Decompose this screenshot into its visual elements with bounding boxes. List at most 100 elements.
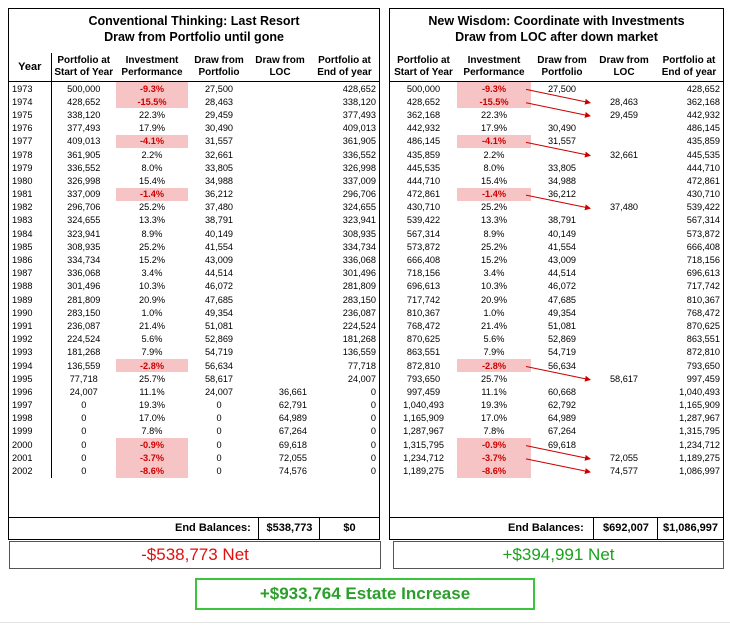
- performance-cell: -15.5%: [457, 95, 531, 109]
- portfolio-end-cell: 810,367: [686, 294, 720, 305]
- table-row: 1980 326,998 15.4% 34,988 337,009: [9, 174, 379, 188]
- portfolio-end-cell: 0: [370, 426, 376, 437]
- table-row: 1,315,795 -0.9% 69,618 1,234,712: [390, 438, 723, 452]
- table-row: 435,859 2.2% 32,661 445,535: [390, 148, 723, 161]
- portfolio-start-cell: 539,422: [406, 215, 441, 226]
- portfolio-start-cell: 472,861: [406, 189, 441, 200]
- portfolio-start-cell: 863,551: [406, 347, 441, 358]
- portfolio-start-cell: 409,013: [67, 136, 101, 147]
- table-row: 1998 0 17.0% 0 64,989 0: [9, 411, 379, 425]
- table-row: 1992 224,524 5.6% 52,869 181,268: [9, 332, 379, 346]
- performance-cell: -3.7%: [457, 451, 531, 465]
- portfolio-start-cell: 296,706: [67, 202, 101, 213]
- portfolio-start-cell: 0: [81, 466, 87, 477]
- table-row: 1997 0 19.3% 0 62,791 0: [9, 398, 379, 412]
- left-end-loc: $538,773: [266, 522, 313, 534]
- draw-loc-cell: 72,055: [609, 452, 639, 463]
- portfolio-end-cell: 0: [370, 452, 376, 463]
- table-row: 1982 296,706 25.2% 37,480 324,655: [9, 200, 379, 214]
- performance-cell: 3.4%: [483, 268, 505, 279]
- table-row: 1976 377,493 17.9% 30,490 409,013: [9, 121, 379, 135]
- portfolio-end-cell: 539,422: [686, 202, 720, 213]
- year-cell: 1987: [9, 266, 52, 280]
- draw-loc-header: Draw from LOC: [250, 53, 310, 82]
- table-row: 500,000 -9.3% 27,500 428,652: [390, 81, 723, 96]
- portfolio-end-cell: 486,145: [686, 123, 720, 134]
- portfolio-end-cell: 323,941: [342, 215, 376, 226]
- portfolio-end-cell: 326,998: [342, 162, 376, 173]
- draw-loc-cell: [250, 161, 310, 174]
- draw-portfolio-cell: 0: [216, 426, 222, 437]
- portfolio-end-cell: 224,524: [342, 320, 376, 331]
- draw-portfolio-cell: 28,463: [204, 96, 234, 107]
- portfolio-start-cell: 326,998: [67, 175, 101, 186]
- portfolio-start-cell: 430,710: [406, 202, 441, 213]
- right-end-balances: End Balances: $692,007 $1,086,997: [390, 517, 723, 539]
- portfolio-start-cell: 0: [81, 400, 87, 411]
- portfolio-end-cell: 0: [370, 400, 376, 411]
- draw-loc-cell: 67,264: [278, 426, 307, 437]
- portfolio-end-header: Portfolio at End of year: [655, 53, 723, 82]
- table-row: 718,156 3.4% 44,514 696,613: [390, 267, 723, 280]
- table-row: 1,040,493 19.3% 62,792 1,165,909: [390, 399, 723, 412]
- portfolio-end-cell: 870,625: [686, 320, 720, 331]
- draw-portfolio-cell: [531, 201, 593, 214]
- draw-loc-cell: [250, 188, 310, 201]
- left-title-line1: Conventional Thinking: Last Resort: [88, 14, 300, 28]
- performance-cell: 17.9%: [480, 123, 508, 134]
- portfolio-start-cell: 1,287,967: [403, 426, 444, 437]
- draw-loc-cell: 74,576: [278, 466, 307, 477]
- left-end-loc-box: $538,773: [258, 518, 320, 539]
- right-title-line1: New Wisdom: Coordinate with Investments: [428, 14, 685, 28]
- draw-portfolio-cell: [531, 95, 593, 108]
- draw-portfolio-cell: [531, 451, 593, 464]
- draw-loc-cell: [250, 280, 310, 293]
- draw-portfolio-cell: 64,989: [547, 413, 577, 424]
- table-row: 573,872 25.2% 41,554 666,408: [390, 240, 723, 253]
- table-row: 1981 337,009 -1.4% 36,212 296,706: [9, 187, 379, 201]
- portfolio-start-header: Portfolio at Start of Year: [51, 53, 116, 82]
- portfolio-start-cell: 1,165,909: [403, 413, 444, 424]
- draw-loc-cell: [250, 214, 310, 227]
- draw-loc-cell: [593, 359, 655, 372]
- performance-cell: 17.0%: [138, 413, 166, 424]
- draw-loc-cell: 36,661: [278, 386, 307, 397]
- portfolio-end-cell: 1,040,493: [679, 386, 720, 397]
- draw-loc-cell: [593, 293, 655, 306]
- table-row: 872,810 -2.8% 56,634 793,650: [390, 358, 723, 373]
- performance-cell: 7.8%: [141, 426, 163, 437]
- year-cell: 1982: [9, 200, 52, 214]
- draw-portfolio-cell: 46,072: [547, 281, 577, 292]
- table-row: 1999 0 7.8% 0 67,264 0: [9, 424, 379, 439]
- portfolio-start-cell: 696,613: [406, 281, 441, 292]
- table-row: 997,459 11.1% 60,668 1,040,493: [390, 385, 723, 398]
- year-cell: 1993: [9, 345, 52, 359]
- portfolio-end-cell: 445,535: [686, 149, 720, 160]
- portfolio-end-cell: 236,087: [342, 307, 376, 318]
- draw-portfolio-cell: 56,634: [204, 360, 234, 371]
- portfolio-start-cell: 236,087: [67, 320, 101, 331]
- portfolio-end-cell: 296,706: [342, 189, 376, 200]
- performance-cell: 8.9%: [141, 228, 163, 239]
- table-row: 1989 281,809 20.9% 47,685 283,150: [9, 293, 379, 307]
- portfolio-end-cell: 718,156: [686, 255, 720, 266]
- portfolio-end-cell: 435,859: [686, 136, 720, 147]
- draw-portfolio-cell: 24,007: [204, 386, 234, 397]
- portfolio-end-cell: 1,165,909: [679, 400, 720, 411]
- draw-portfolio-cell: 37,480: [204, 202, 234, 213]
- performance-cell: -2.8%: [457, 358, 531, 373]
- performance-cell: 17.9%: [138, 123, 166, 134]
- portfolio-end-cell: 361,905: [342, 136, 376, 147]
- right-header-row: Portfolio at Start of Year Investment Pe…: [390, 53, 723, 82]
- draw-loc-cell: 72,055: [278, 452, 307, 463]
- table-row: 1987 336,068 3.4% 44,514 301,496: [9, 266, 379, 280]
- draw-loc-cell: 29,459: [609, 109, 639, 120]
- table-row: 1994 136,559 -2.8% 56,634 77,718: [9, 358, 379, 373]
- draw-portfolio-cell: 36,212: [204, 189, 234, 200]
- draw-portfolio-cell: 60,668: [547, 386, 577, 397]
- draw-portfolio-cell: 0: [216, 400, 222, 411]
- portfolio-end-cell: 666,408: [686, 241, 720, 252]
- performance-header: Investment Performance: [457, 53, 531, 82]
- performance-cell: 19.3%: [138, 400, 166, 411]
- draw-portfolio-cell: 33,805: [547, 162, 577, 173]
